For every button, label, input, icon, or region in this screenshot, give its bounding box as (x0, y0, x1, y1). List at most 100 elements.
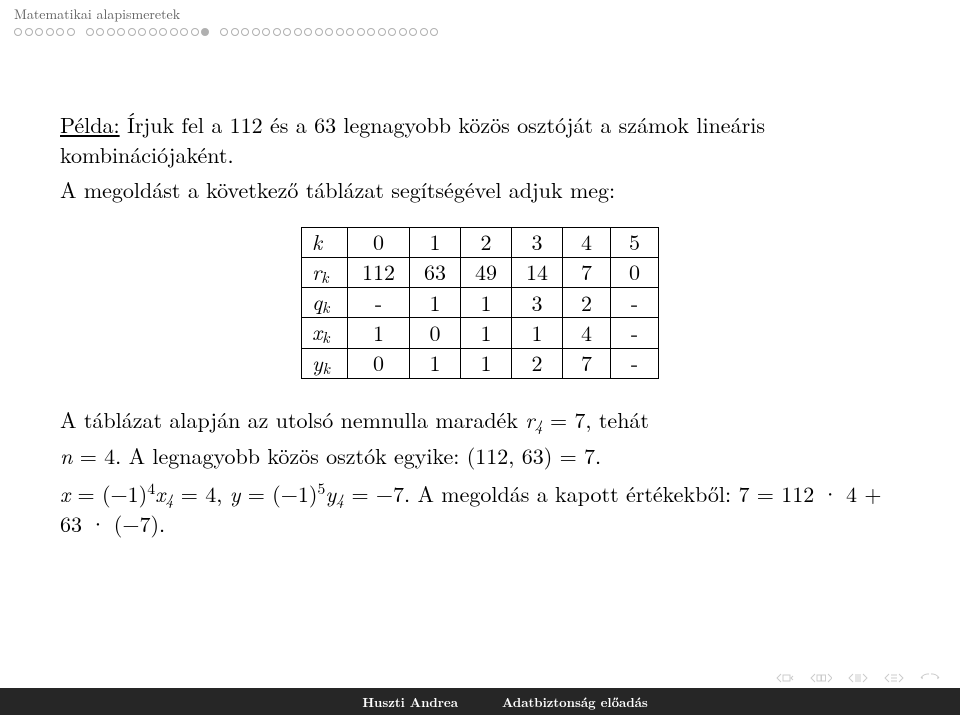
progress-dot[interactable] (241, 28, 249, 36)
nav-subsection-icon[interactable] (810, 673, 832, 683)
table-cell: 5 (611, 228, 659, 258)
footer-author: Huszti Andrea (0, 688, 480, 715)
progress-dot[interactable] (201, 28, 209, 36)
slide-footer: Huszti Andrea Adatbiztonság előadás (0, 688, 960, 715)
table-cell: 7 (563, 348, 611, 378)
conclusion-line2: n = 4. A legnagyobb közös osztók egyike:… (60, 441, 900, 471)
table-row: qk-1132- (301, 288, 658, 318)
table-cell: - (611, 318, 659, 348)
table-container: k012345rk11263491470qk-1132-xk10114-yk01… (60, 227, 900, 379)
table-row: xk10114- (301, 318, 658, 348)
table-cell: 1 (512, 318, 563, 348)
table-cell: - (611, 288, 659, 318)
table-cell: 0 (347, 348, 409, 378)
example-paragraph: Példa: Írjuk fel a 112 és a 63 legnagyob… (60, 110, 900, 169)
table-cell: 1 (347, 318, 409, 348)
table-cell: 112 (347, 258, 409, 288)
table-cell: 1 (409, 288, 460, 318)
progress-dot[interactable] (262, 28, 270, 36)
table-cell: - (611, 348, 659, 378)
progress-dot[interactable] (315, 28, 323, 36)
progress-dot[interactable] (378, 28, 386, 36)
progress-dot[interactable] (138, 28, 146, 36)
progress-dot[interactable] (149, 28, 157, 36)
row-label: qk (301, 288, 347, 318)
progress-dot[interactable] (170, 28, 178, 36)
table-cell: 7 (563, 258, 611, 288)
progress-dot[interactable] (220, 28, 228, 36)
progress-dot[interactable] (294, 28, 302, 36)
table-cell: 1 (409, 228, 460, 258)
conclusion-line3: x = (−1)4x4 = 4, y = (−1)5y4 = −7. A meg… (60, 477, 900, 539)
row-label: rk (301, 258, 347, 288)
table-cell: - (347, 288, 409, 318)
row-label: xk (301, 318, 347, 348)
table-row: k012345 (301, 228, 658, 258)
table-cell: 2 (563, 288, 611, 318)
progress-dot[interactable] (159, 28, 167, 36)
table-cell: 0 (347, 228, 409, 258)
table-row: yk01127- (301, 348, 658, 378)
conclusion-line1: A táblázat alapján az utolsó nemnulla ma… (60, 405, 900, 436)
nav-frame-back-icon[interactable] (776, 673, 794, 683)
nav-section-icon[interactable] (848, 673, 868, 683)
row-label: yk (301, 348, 347, 378)
table-cell: 1 (409, 348, 460, 378)
footer-title: Adatbiztonság előadás (480, 688, 960, 715)
table-cell: 3 (512, 288, 563, 318)
row-label: k (301, 228, 347, 258)
progress-dot[interactable] (346, 28, 354, 36)
progress-dot[interactable] (46, 28, 54, 36)
section-title: Matematikai alapismeretek (14, 4, 946, 24)
progress-dot[interactable] (304, 28, 312, 36)
slide-header: Matematikai alapismeretek (0, 0, 960, 26)
progress-dot[interactable] (252, 28, 260, 36)
table-cell: 2 (512, 348, 563, 378)
nav-back-forward-icon[interactable] (920, 673, 940, 683)
progress-dot[interactable] (336, 28, 344, 36)
solution-intro: A megoldást a következő táblázat segítsé… (60, 175, 900, 205)
progress-dot[interactable] (420, 28, 428, 36)
beamer-nav (776, 673, 940, 683)
slide-content: Példa: Írjuk fel a 112 és a 63 legnagyob… (0, 40, 960, 539)
progress-dot[interactable] (14, 28, 22, 36)
table-cell: 1 (461, 318, 512, 348)
table-cell: 2 (461, 228, 512, 258)
table-cell: 1 (461, 348, 512, 378)
nav-doc-icon[interactable] (884, 673, 904, 683)
progress-dot[interactable] (367, 28, 375, 36)
table-cell: 14 (512, 258, 563, 288)
progress-dots (0, 26, 960, 40)
progress-dot[interactable] (399, 28, 407, 36)
progress-dot[interactable] (409, 28, 417, 36)
progress-dot[interactable] (388, 28, 396, 36)
progress-dot[interactable] (128, 28, 136, 36)
table-cell: 49 (461, 258, 512, 288)
progress-dot[interactable] (180, 28, 188, 36)
table-cell: 0 (409, 318, 460, 348)
table-cell: 4 (563, 318, 611, 348)
table-row: rk11263491470 (301, 258, 658, 288)
progress-dot[interactable] (56, 28, 64, 36)
table-cell: 1 (461, 288, 512, 318)
table-cell: 63 (409, 258, 460, 288)
example-text: Írjuk fel a 112 és a 63 legnagyobb közös… (60, 109, 765, 170)
progress-dot[interactable] (231, 28, 239, 36)
progress-dot[interactable] (191, 28, 199, 36)
progress-dot[interactable] (25, 28, 33, 36)
table-cell: 0 (611, 258, 659, 288)
progress-dot[interactable] (273, 28, 281, 36)
progress-dot[interactable] (283, 28, 291, 36)
progress-dot[interactable] (67, 28, 75, 36)
table-cell: 4 (563, 228, 611, 258)
progress-dot[interactable] (35, 28, 43, 36)
progress-dot[interactable] (107, 28, 115, 36)
progress-dot[interactable] (430, 28, 438, 36)
progress-dot[interactable] (86, 28, 94, 36)
progress-dot[interactable] (117, 28, 125, 36)
progress-dot[interactable] (357, 28, 365, 36)
progress-dot[interactable] (96, 28, 104, 36)
progress-dot[interactable] (325, 28, 333, 36)
table-cell: 3 (512, 228, 563, 258)
gcd-table: k012345rk11263491470qk-1132-xk10114-yk01… (301, 227, 659, 379)
